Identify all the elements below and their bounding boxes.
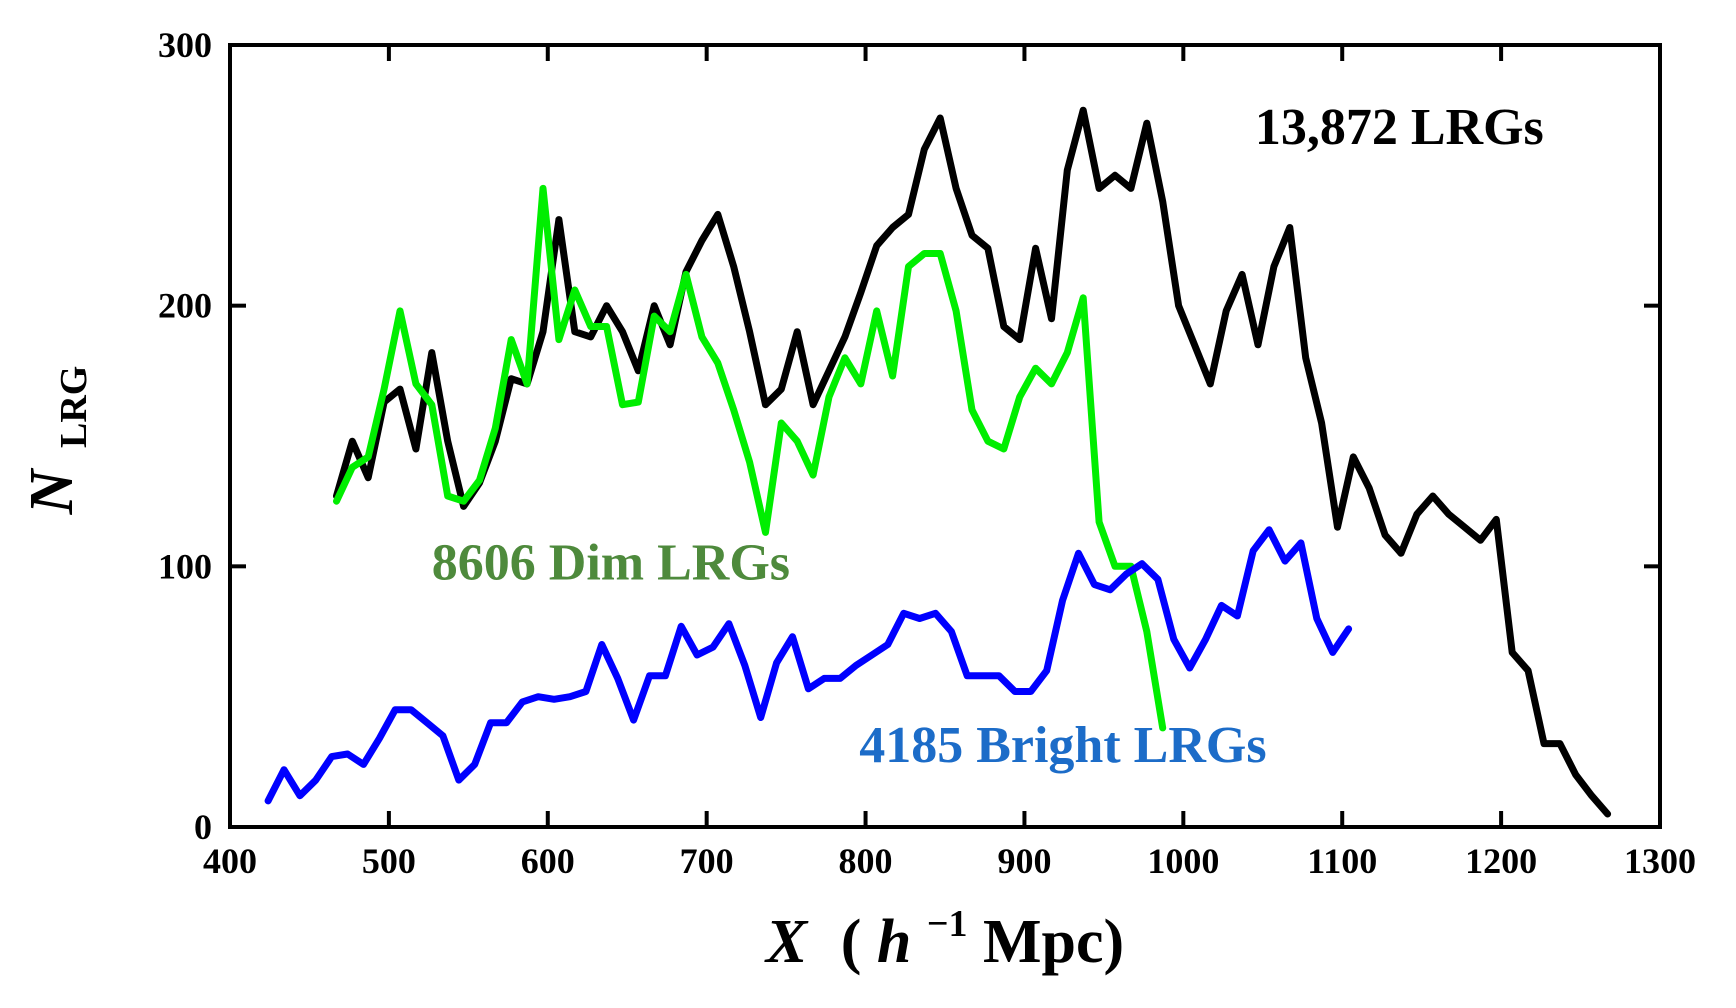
plot-frame [228, 43, 1662, 829]
series-line-8606-dim-lrgs [333, 184, 1167, 732]
x-tick-label-1000: 1000 [1147, 841, 1219, 881]
x-axis-var: X [764, 908, 809, 976]
x-axis-exponent: −1 [927, 903, 968, 945]
y-axis-var: N [18, 467, 86, 515]
ticks-layer: 400 500 600 700 800 900 1000 1100 1200 1300 0 100 20… [158, 25, 1696, 881]
y-tick-label-0: 0 [194, 807, 212, 847]
x-tick-label-1300: 1300 [1624, 841, 1696, 881]
series-layer [264, 106, 1612, 818]
x-tick-label-900: 900 [997, 841, 1051, 881]
series-line-13-872-lrgs [333, 106, 1612, 818]
y-tick-label-300: 300 [158, 25, 212, 65]
annotation-4185-bright-lrgs: 4185 Bright LRGs [859, 717, 1266, 774]
annotation-layer: 13,872 LRGs 8606 Dim LRGs 4185 Bright LRGs [432, 99, 1544, 774]
y-axis-subscript: LRG [53, 366, 95, 448]
x-tick-label-600: 600 [521, 841, 575, 881]
x-tick-label-500: 500 [362, 841, 416, 881]
x-tick-label-1100: 1100 [1307, 841, 1377, 881]
annotation-8606-dim-lrgs: 8606 Dim LRGs [432, 534, 790, 591]
y-axis-title: N LRG [18, 366, 95, 516]
x-axis-h: h [877, 908, 911, 976]
x-tick-label-1200: 1200 [1465, 841, 1537, 881]
x-tick-label-400: 400 [203, 841, 257, 881]
x-axis-unit: Mpc) [983, 908, 1124, 976]
y-tick-label-100: 100 [158, 546, 212, 586]
series-line-4185-bright-lrgs [264, 526, 1353, 805]
x-tick-label-700: 700 [680, 841, 734, 881]
x-tick-label-800: 800 [839, 841, 893, 881]
y-tick-label-200: 200 [158, 286, 212, 326]
x-axis-open-paren: ( [841, 908, 862, 976]
x-axis-title: X ( h −1 Mpc) [764, 882, 1124, 976]
annotation-13-872-lrgs: 13,872 LRGs [1255, 99, 1544, 156]
